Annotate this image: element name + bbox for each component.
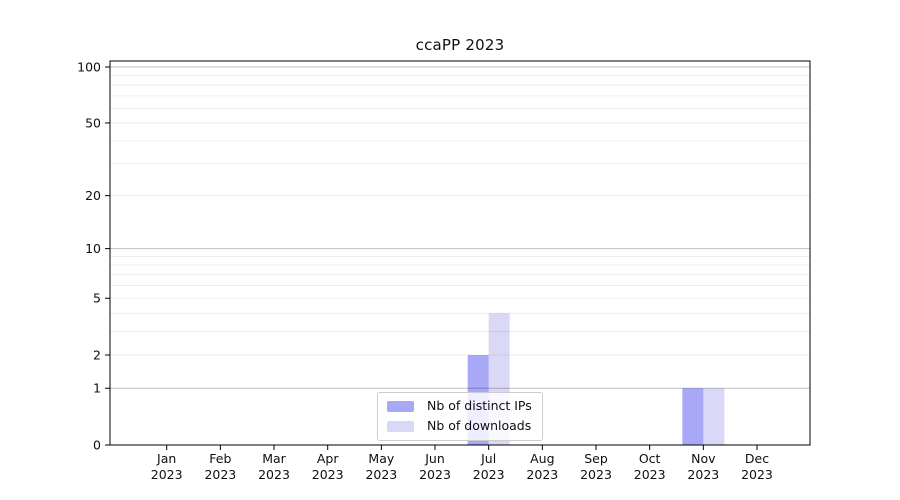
x-tick-label: Nov 2023	[687, 451, 719, 482]
y-tick-label: 100	[77, 59, 101, 74]
bar-distinct-ips	[682, 388, 704, 445]
plot-frame	[109, 60, 811, 446]
x-tick-label: May 2023	[365, 451, 397, 482]
legend: Nb of distinct IPs Nb of downloads	[377, 392, 543, 441]
x-tick-label: Apr 2023	[312, 451, 344, 482]
legend-swatch-distinct-ips	[387, 400, 414, 412]
x-tick-label: Jun 2023	[419, 451, 451, 482]
y-tick-label: 50	[85, 115, 101, 130]
x-tick-label: Aug 2023	[526, 451, 558, 482]
x-tick-label: Jul 2023	[473, 451, 505, 482]
y-tick-label: 0	[93, 437, 101, 452]
legend-label: Nb of distinct IPs	[427, 398, 532, 413]
legend-item: Nb of distinct IPs	[387, 398, 532, 414]
legend-label: Nb of downloads	[427, 418, 532, 433]
y-tick-label: 20	[85, 188, 101, 203]
y-tick-label: 2	[93, 347, 101, 362]
legend-swatch-downloads	[387, 420, 414, 432]
x-tick-label: Jan 2023	[151, 451, 183, 482]
x-tick-label: Sep 2023	[580, 451, 612, 482]
x-tick-label: Feb 2023	[204, 451, 236, 482]
y-tick-label: 10	[85, 241, 101, 256]
y-tick-label: 1	[93, 381, 101, 396]
y-tick-label: 5	[93, 291, 101, 306]
bar-downloads	[703, 388, 725, 445]
x-tick-label: Dec 2023	[741, 451, 773, 482]
x-tick-label: Oct 2023	[634, 451, 666, 482]
x-tick-label: Mar 2023	[258, 451, 290, 482]
legend-item: Nb of downloads	[387, 418, 532, 434]
chart-title: ccaPP 2023	[415, 36, 505, 54]
